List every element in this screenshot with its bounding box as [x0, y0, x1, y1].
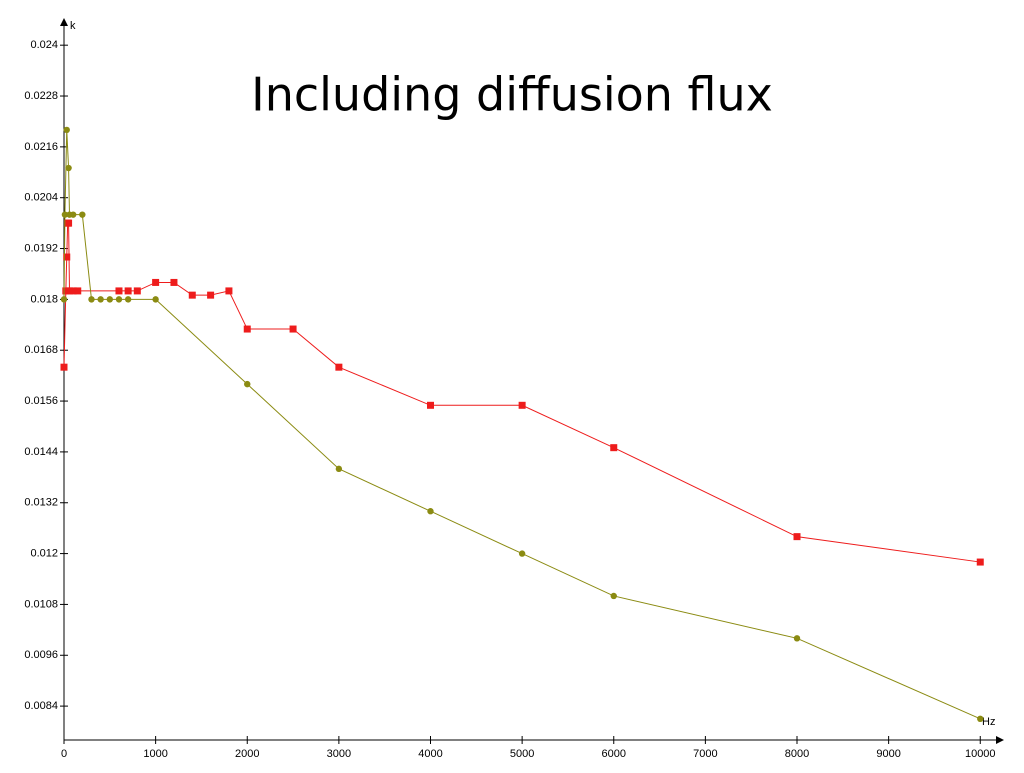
- x-tick-label: 10000: [965, 748, 996, 760]
- point: [69, 211, 77, 218]
- point: [289, 325, 297, 333]
- point: [152, 278, 160, 286]
- point: [243, 325, 251, 333]
- point: [518, 401, 526, 409]
- point: [188, 291, 196, 299]
- point: [518, 550, 526, 557]
- point: [88, 296, 95, 303]
- point: [170, 278, 178, 286]
- point: [124, 296, 132, 303]
- chart-title: Including diffusion flux: [251, 68, 773, 122]
- point: [61, 211, 69, 218]
- point: [427, 401, 435, 409]
- point: [124, 287, 132, 295]
- x-tick-label: 6000: [602, 748, 626, 760]
- point: [225, 287, 233, 295]
- point: [97, 296, 104, 303]
- y-tick-label: 0.0216: [24, 141, 58, 153]
- y-tick-label: 0.0156: [24, 395, 58, 407]
- series-line: [63, 129, 981, 720]
- point: [335, 465, 343, 473]
- point: [133, 287, 141, 295]
- point: [610, 444, 618, 452]
- x-tick-label: 9000: [876, 748, 900, 760]
- point: [152, 296, 159, 303]
- x-tick-label: 8000: [785, 748, 809, 760]
- point: [977, 715, 984, 723]
- x-tick-label: 3000: [327, 748, 351, 760]
- x-tick-label: 4000: [418, 748, 442, 760]
- y-axis-label: k: [70, 20, 76, 32]
- y-tick-label: 0.024: [30, 39, 58, 51]
- point: [793, 635, 801, 642]
- point: [65, 287, 73, 295]
- y-tick-label: 0.0144: [24, 446, 58, 458]
- x-tick-label: 0: [61, 748, 67, 760]
- y-tick-label: 0.0192: [24, 242, 58, 254]
- y-tick-label: 0.0108: [24, 598, 58, 610]
- point: [115, 287, 123, 295]
- point: [63, 126, 70, 134]
- point: [63, 253, 71, 261]
- point: [427, 508, 434, 515]
- point: [60, 363, 68, 371]
- point: [115, 296, 123, 303]
- x-axis-label: Hz: [982, 716, 995, 728]
- point: [65, 219, 73, 227]
- x-tick-label: 7000: [693, 748, 717, 760]
- x-arrow: [996, 736, 1004, 744]
- point: [106, 296, 114, 303]
- y-arrow: [60, 18, 68, 26]
- point: [60, 296, 68, 303]
- y-tick-label: 0.0084: [24, 700, 58, 712]
- series-line: [63, 222, 981, 563]
- y-tick-label: 0.012: [30, 547, 58, 559]
- point: [976, 558, 984, 566]
- point: [244, 380, 251, 388]
- y-tick-label: 0.0228: [24, 90, 58, 102]
- point: [335, 363, 343, 371]
- point: [610, 592, 617, 600]
- y-tick-label: 0.018: [30, 293, 58, 305]
- y-tick-label: 0.0096: [24, 649, 58, 661]
- x-tick-label: 2000: [235, 748, 259, 760]
- point: [207, 291, 215, 299]
- point: [62, 287, 70, 295]
- x-tick-label: 5000: [510, 748, 534, 760]
- x-tick-label: 1000: [143, 748, 167, 760]
- y-tick-label: 0.0204: [24, 192, 58, 204]
- point: [65, 164, 72, 172]
- point: [74, 287, 82, 295]
- point: [793, 533, 801, 541]
- y-tick-label: 0.0132: [24, 497, 58, 509]
- point: [79, 211, 86, 218]
- point: [69, 287, 77, 295]
- y-tick-label: 0.0168: [24, 344, 58, 356]
